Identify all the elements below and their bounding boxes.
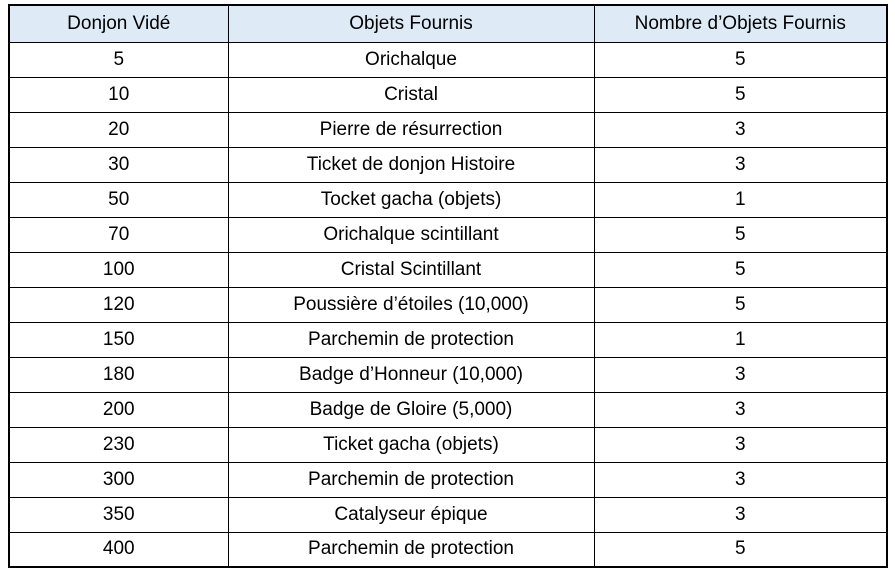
- dungeon-rewards-table: Donjon Vidé Objets Fournis Nombre d’Obje…: [8, 4, 888, 568]
- table-row: 350 Catalyseur épique 3: [8, 496, 888, 533]
- table-row: 400 Parchemin de protection 5: [8, 531, 888, 568]
- cell-nombre: 5: [593, 251, 888, 288]
- table-header-row: Donjon Vidé Objets Fournis Nombre d’Obje…: [8, 4, 888, 43]
- cell-objet: Poussière d’étoiles (10,000): [227, 286, 595, 323]
- header-objets-fournis: Objets Fournis: [227, 4, 595, 43]
- cell-nombre: 5: [593, 286, 888, 323]
- cell-objet: Ticket gacha (objets): [227, 426, 595, 463]
- cell-nombre: 5: [593, 216, 888, 253]
- table-row: 180 Badge d’Honneur (10,000) 3: [8, 356, 888, 393]
- cell-objet: Badge de Gloire (5,000): [227, 391, 595, 428]
- cell-objet: Orichalque scintillant: [227, 216, 595, 253]
- table-row: 150 Parchemin de protection 1: [8, 321, 888, 358]
- cell-objet: Tocket gacha (objets): [227, 181, 595, 218]
- table-row: 100 Cristal Scintillant 5: [8, 251, 888, 288]
- table-row: 5 Orichalque 5: [8, 41, 888, 78]
- cell-objet: Catalyseur épique: [227, 496, 595, 533]
- dungeon-rewards-table-container: Donjon Vidé Objets Fournis Nombre d’Obje…: [8, 4, 888, 568]
- cell-objet: Parchemin de protection: [227, 321, 595, 358]
- cell-nombre: 3: [593, 426, 888, 463]
- cell-objet: Pierre de résurrection: [227, 111, 595, 148]
- cell-donjon: 20: [8, 111, 229, 148]
- table-row: 70 Orichalque scintillant 5: [8, 216, 888, 253]
- cell-objet: Cristal: [227, 76, 595, 113]
- cell-objet: Cristal Scintillant: [227, 251, 595, 288]
- header-nombre-objets-fournis: Nombre d’Objets Fournis: [593, 4, 888, 43]
- table-body: 5 Orichalque 5 10 Cristal 5 20 Pierre de résurr…: [8, 41, 888, 568]
- cell-donjon: 230: [8, 426, 229, 463]
- cell-donjon: 180: [8, 356, 229, 393]
- cell-objet: Orichalque: [227, 41, 595, 78]
- cell-nombre: 3: [593, 146, 888, 183]
- table-row: 200 Badge de Gloire (5,000) 3: [8, 391, 888, 428]
- cell-objet: Ticket de donjon Histoire: [227, 146, 595, 183]
- header-donjon-vide: Donjon Vidé: [8, 4, 229, 43]
- table-row: 230 Ticket gacha (objets) 3: [8, 426, 888, 463]
- table-row: 30 Ticket de donjon Histoire 3: [8, 146, 888, 183]
- cell-nombre: 1: [593, 181, 888, 218]
- cell-objet: Badge d’Honneur (10,000): [227, 356, 595, 393]
- cell-donjon: 200: [8, 391, 229, 428]
- cell-donjon: 350: [8, 496, 229, 533]
- cell-nombre: 3: [593, 356, 888, 393]
- cell-donjon: 400: [8, 531, 229, 568]
- cell-donjon: 70: [8, 216, 229, 253]
- cell-donjon: 120: [8, 286, 229, 323]
- cell-donjon: 30: [8, 146, 229, 183]
- table-row: 10 Cristal 5: [8, 76, 888, 113]
- cell-nombre: 5: [593, 531, 888, 568]
- cell-nombre: 3: [593, 391, 888, 428]
- cell-nombre: 3: [593, 111, 888, 148]
- table-row: 50 Tocket gacha (objets) 1: [8, 181, 888, 218]
- cell-nombre: 3: [593, 496, 888, 533]
- table-row: 300 Parchemin de protection 3: [8, 461, 888, 498]
- cell-donjon: 300: [8, 461, 229, 498]
- cell-nombre: 3: [593, 461, 888, 498]
- cell-donjon: 10: [8, 76, 229, 113]
- cell-donjon: 5: [8, 41, 229, 78]
- cell-donjon: 100: [8, 251, 229, 288]
- table-row: 120 Poussière d’étoiles (10,000) 5: [8, 286, 888, 323]
- cell-objet: Parchemin de protection: [227, 461, 595, 498]
- table-row: 20 Pierre de résurrection 3: [8, 111, 888, 148]
- cell-nombre: 5: [593, 76, 888, 113]
- cell-donjon: 150: [8, 321, 229, 358]
- cell-donjon: 50: [8, 181, 229, 218]
- cell-nombre: 5: [593, 41, 888, 78]
- cell-objet: Parchemin de protection: [227, 531, 595, 568]
- cell-nombre: 1: [593, 321, 888, 358]
